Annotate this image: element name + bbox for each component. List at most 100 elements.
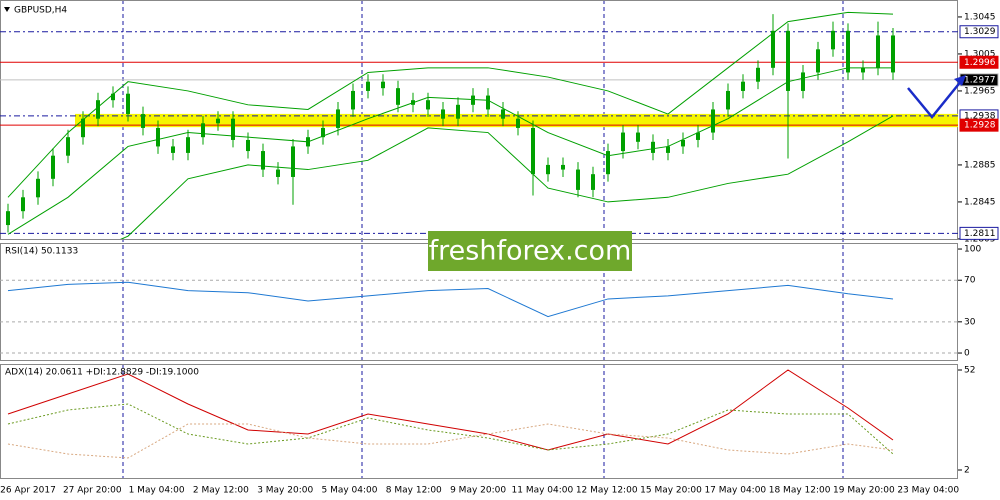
candle-body [531, 127, 535, 175]
y-tick-label: 0 [964, 349, 970, 359]
adx-title: ADX(14) 20.0611 +DI:12.8829 -DI:19.1000 [5, 368, 199, 378]
level-label: 1.2977 [964, 75, 996, 85]
panel [7, 281, 894, 318]
candle-body [381, 81, 385, 89]
candle-body [261, 151, 265, 170]
candle-body [756, 67, 760, 82]
candle-body [471, 95, 475, 105]
y-tick-label: 100 [964, 245, 981, 255]
candle-body [591, 174, 595, 190]
y-tick-label: 1.3005 [964, 49, 996, 59]
level-box [959, 226, 999, 240]
plot-layer: 1.30451.30051.29651.28851.28451.28051.30… [0, 11, 999, 496]
candle-body [126, 93, 130, 115]
candle-body [321, 127, 325, 138]
candle-body [861, 67, 865, 73]
candle-body [291, 146, 295, 177]
candle-body [681, 139, 685, 147]
y-tick-label: 70 [964, 276, 976, 286]
candle-body [486, 95, 490, 110]
x-tick-label: 17 May 04:00 [704, 486, 766, 496]
candle-body [21, 197, 25, 212]
level-box [959, 25, 999, 39]
rsi-title: RSI(14) 50.1133 [5, 247, 78, 257]
candle-body [36, 178, 40, 198]
candle-body [801, 72, 805, 91]
candle-body [141, 114, 145, 128]
level-box [959, 55, 999, 69]
candle-body [306, 137, 310, 147]
candle-body [636, 132, 640, 142]
y-tick-label: 52 [964, 366, 975, 376]
candle-body [231, 118, 235, 140]
candle-body [726, 90, 730, 110]
candle-body [651, 141, 655, 153]
candle-body [456, 104, 460, 119]
chart-title: GBPUSD,H4 [14, 6, 67, 16]
x-tick-label: 12 May 12:00 [576, 486, 638, 496]
watermark: freshforex.com [429, 236, 632, 267]
candle-body [771, 30, 775, 68]
bollinger-upper [7, 11, 894, 198]
level-label: 1.2938 [964, 111, 996, 121]
x-tick-label: 18 May 12:00 [769, 486, 831, 496]
indicator-line [7, 369, 894, 451]
candle-body [711, 109, 715, 133]
x-tick-label: 5 May 04:00 [322, 486, 378, 496]
x-tick-label: 19 May 20:00 [833, 486, 895, 496]
candle-body [561, 164, 565, 170]
candle-body [741, 81, 745, 91]
candle-body [696, 132, 700, 140]
x-tick-label: 9 May 20:00 [450, 486, 506, 496]
candle-body [441, 109, 445, 119]
y-tick-label: 1.2885 [964, 160, 996, 170]
x-tick-label: 27 Apr 20:00 [63, 486, 122, 496]
forecast-arrow [907, 79, 963, 119]
x-tick-label: 15 May 20:00 [640, 486, 702, 496]
indicator-line [7, 281, 894, 318]
bollinger-lower [120, 115, 894, 239]
candle-body [876, 35, 880, 68]
x-tick-label: 2 May 12:00 [193, 486, 249, 496]
level-label: 1.2996 [964, 58, 996, 68]
level-label: 1.2811 [964, 229, 996, 239]
x-tick-label: 26 Apr 2017 [0, 486, 56, 496]
candle-body [351, 90, 355, 110]
candle-body [846, 30, 850, 73]
candle-body [66, 137, 70, 156]
x-tick-label: 8 May 12:00 [386, 486, 442, 496]
y-tick-label: 1.3045 [964, 12, 996, 22]
candle-body [336, 109, 340, 128]
candle-body [831, 30, 835, 50]
candle-body [546, 164, 550, 175]
candle-body [666, 146, 670, 153]
x-tick-label: 3 May 20:00 [257, 486, 313, 496]
y-tick-label: 1.2965 [964, 86, 996, 96]
candle-body [576, 169, 580, 190]
candle-body [606, 151, 610, 175]
candle-body [216, 118, 220, 124]
candle-body [411, 100, 415, 105]
arrow-head [954, 75, 966, 86]
candle-body [246, 139, 250, 152]
candle-body [201, 123, 205, 138]
candle-body [621, 132, 625, 152]
level-label: 1.3029 [964, 27, 996, 37]
candle-body [786, 30, 790, 91]
candle-body [51, 155, 55, 179]
candle-body [186, 137, 190, 153]
candle-body [111, 93, 115, 101]
level-label: 1.2928 [964, 121, 996, 131]
candle-body [276, 169, 280, 177]
candle-body [501, 109, 505, 119]
x-tick-label: 11 May 04:00 [512, 486, 574, 496]
candle-body [171, 146, 175, 153]
panel [7, 369, 894, 459]
watermark-box [428, 231, 632, 271]
candle-body [891, 35, 895, 73]
candle-body [396, 88, 400, 105]
y-tick-label: 1.2845 [964, 197, 996, 207]
candle-body [816, 49, 820, 73]
